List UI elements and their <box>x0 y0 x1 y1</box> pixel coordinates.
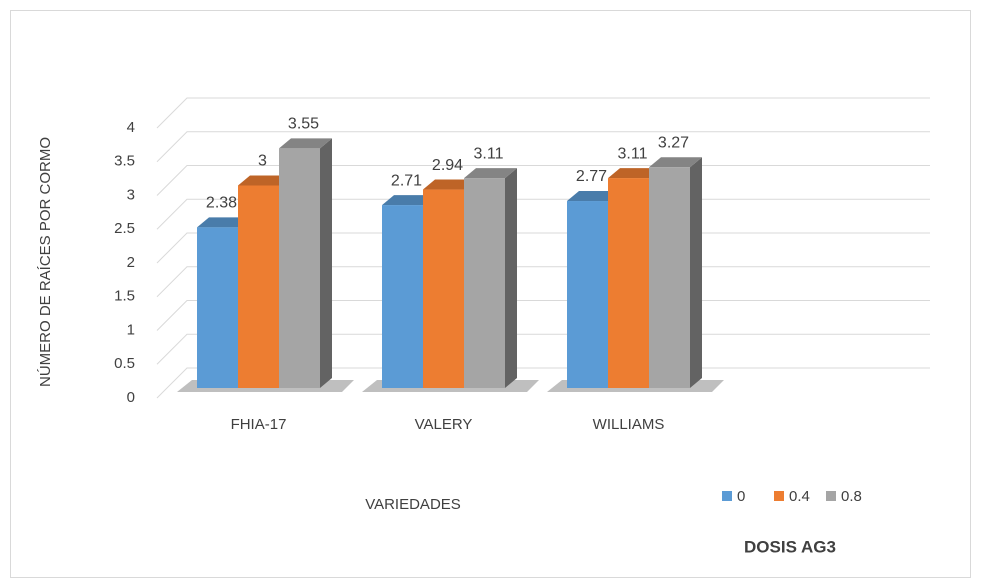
y-tick-label: 2 <box>127 254 135 271</box>
data-label: 3.55 <box>288 116 319 133</box>
bar-side <box>690 157 702 388</box>
data-label: 2.94 <box>432 157 463 174</box>
legend-label: 0.8 <box>841 488 862 505</box>
data-label: 3 <box>258 153 267 170</box>
bar-top <box>423 179 476 190</box>
bar-front <box>423 189 464 388</box>
grid-line <box>156 131 930 163</box>
bar <box>649 157 702 388</box>
bar-top <box>197 217 250 228</box>
bar-front <box>279 148 320 388</box>
legend-swatch <box>722 491 732 501</box>
y-tick-label: 1 <box>127 321 135 338</box>
legend-label: 0 <box>737 488 745 505</box>
legend-swatch <box>826 491 836 501</box>
data-label: 3.11 <box>474 145 504 162</box>
bar-front <box>197 227 238 388</box>
bar <box>464 168 517 388</box>
y-tick-label: 4 <box>127 119 135 136</box>
legend-title: DOSIS AG3 <box>744 537 836 556</box>
y-tick-label: 2.5 <box>114 220 135 237</box>
data-label: 3.11 <box>618 145 648 162</box>
y-tick-label: 3.5 <box>114 153 135 170</box>
legend-swatch <box>774 491 784 501</box>
bar-front <box>649 167 690 388</box>
bar-top <box>279 138 332 149</box>
y-tick-label: 3 <box>127 186 135 203</box>
y-tick-label: 1.5 <box>114 288 135 305</box>
bar-top <box>608 168 661 179</box>
bar-front <box>567 201 608 388</box>
bar-top <box>382 195 435 206</box>
x-tick-label: WILLIAMS <box>593 416 665 433</box>
x-tick-label: VALERY <box>415 416 473 433</box>
bar-front <box>464 178 505 388</box>
y-axis-label: NÚMERO DE RAÍCES POR CORMO <box>37 137 54 387</box>
grid-line <box>156 97 930 129</box>
data-label: 2.71 <box>391 172 422 189</box>
bar-front <box>382 205 423 388</box>
bar-top <box>649 157 702 168</box>
bar-front <box>238 185 279 388</box>
x-tick-label: FHIA-17 <box>231 416 287 433</box>
data-label: 2.38 <box>206 195 237 212</box>
bar <box>279 138 332 388</box>
bar-top <box>238 175 291 186</box>
y-tick-label: 0 <box>127 389 135 406</box>
data-label: 2.77 <box>576 168 607 185</box>
bar-side <box>505 168 517 388</box>
bar-side <box>320 138 332 388</box>
x-axis-label: VARIEDADES <box>365 496 461 513</box>
data-label: 3.27 <box>658 134 689 151</box>
y-tick-label: 0.5 <box>114 355 135 372</box>
bar <box>197 217 250 388</box>
bar-top <box>464 168 517 179</box>
bar-top <box>567 191 620 202</box>
bar-front <box>608 178 649 388</box>
legend-label: 0.4 <box>789 488 810 505</box>
